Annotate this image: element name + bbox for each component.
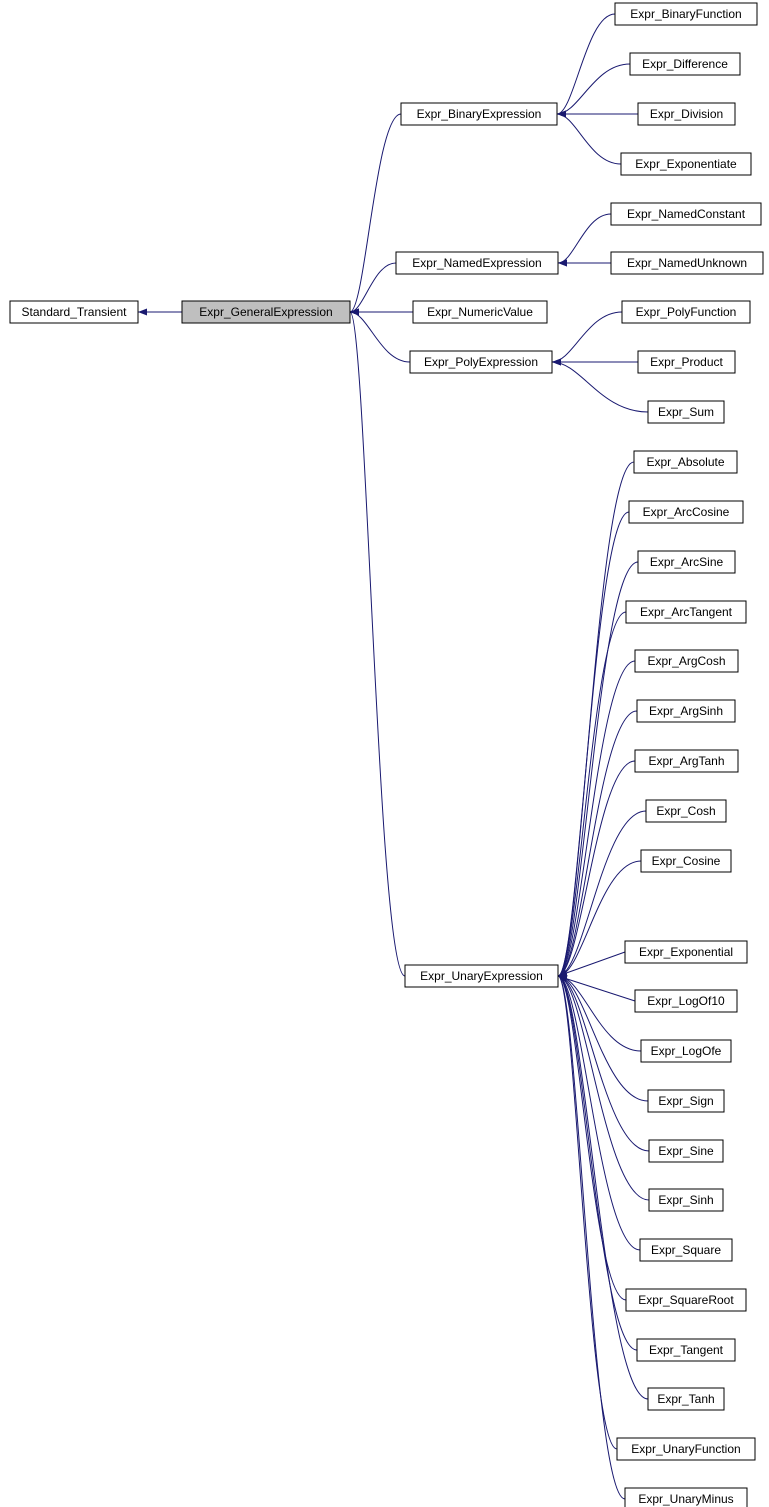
edge [557,64,630,114]
node-label: Expr_ArcCosine [643,505,730,519]
class-node[interactable]: Expr_GeneralExpression [182,301,350,323]
edge [557,114,621,164]
class-node[interactable]: Expr_ArcCosine [629,501,743,523]
class-node[interactable]: Standard_Transient [10,301,138,323]
node-label: Expr_ArcSine [650,555,724,569]
node-label: Expr_GeneralExpression [199,305,332,319]
edge [350,114,401,312]
edge [350,263,396,312]
node-label: Expr_NumericValue [427,305,533,319]
node-label: Expr_UnaryExpression [420,969,543,983]
node-label: Expr_LogOfe [651,1044,722,1058]
node-label: Expr_NamedUnknown [627,256,747,270]
node-label: Expr_PolyExpression [424,355,538,369]
class-node[interactable]: Expr_Square [640,1239,732,1261]
edge [558,976,617,1449]
class-node[interactable]: Expr_BinaryExpression [401,103,557,125]
class-node[interactable]: Expr_NamedUnknown [611,252,763,274]
class-node[interactable]: Expr_NamedExpression [396,252,558,274]
node-label: Expr_Sinh [658,1193,713,1207]
edge [558,214,611,263]
edge [558,562,638,976]
class-node[interactable]: Expr_Difference [630,53,740,75]
class-node[interactable]: Expr_LogOf10 [635,990,737,1012]
class-node[interactable]: Expr_Absolute [634,451,737,473]
nodes: Standard_Transient Expr_GeneralExpression… [10,3,763,1507]
class-node[interactable]: Expr_SquareRoot [626,1289,746,1311]
class-node[interactable]: Expr_Sum [648,401,724,423]
node-label: Expr_ArgTanh [648,754,724,768]
class-node[interactable]: Expr_ArgCosh [635,650,738,672]
node-label: Expr_NamedConstant [627,207,746,221]
edge [552,362,648,412]
class-node[interactable]: Expr_NumericValue [413,301,547,323]
node-label: Expr_Sign [658,1094,713,1108]
class-node[interactable]: Expr_Sine [649,1140,723,1162]
node-label: Expr_UnaryMinus [638,1492,733,1506]
node-label: Expr_PolyFunction [636,305,737,319]
class-node[interactable]: Expr_Cosh [646,800,726,822]
class-node[interactable]: Expr_Tanh [648,1388,724,1410]
class-node[interactable]: Expr_LogOfe [641,1040,731,1062]
node-label: Expr_Cosine [652,854,721,868]
node-label: Expr_SquareRoot [638,1293,734,1307]
class-node[interactable]: Expr_ArgSinh [637,700,735,722]
edge [558,976,625,1499]
class-node[interactable]: Expr_UnaryFunction [617,1438,755,1460]
class-node[interactable]: Expr_Tangent [637,1339,735,1361]
node-label: Expr_BinaryExpression [417,107,542,121]
node-label: Expr_Tangent [649,1343,724,1357]
class-node[interactable]: Expr_PolyExpression [410,351,552,373]
class-node[interactable]: Expr_UnaryMinus [625,1488,747,1507]
class-node[interactable]: Expr_Sign [648,1090,724,1112]
node-label: Expr_Tanh [657,1392,714,1406]
class-node[interactable]: Expr_ArgTanh [635,750,738,772]
class-node[interactable]: Expr_ArcTangent [626,601,746,623]
node-label: Expr_Square [651,1243,721,1257]
edge [558,512,629,976]
node-label: Expr_NamedExpression [412,256,541,270]
edges [138,14,649,1499]
edge [557,14,615,114]
node-label: Expr_BinaryFunction [630,7,741,21]
node-label: Expr_Cosh [656,804,715,818]
node-label: Expr_ArgSinh [649,704,723,718]
class-node[interactable]: Expr_Product [638,351,735,373]
class-node[interactable]: Expr_Exponential [625,941,747,963]
node-label: Expr_Sine [658,1144,714,1158]
class-node[interactable]: Expr_Exponentiate [621,153,751,175]
node-label: Expr_Exponentiate [635,157,737,171]
edge [350,312,410,362]
node-label: Expr_LogOf10 [647,994,725,1008]
class-hierarchy-diagram: Standard_Transient Expr_GeneralExpression… [0,0,769,1507]
class-node[interactable]: Expr_Division [638,103,735,125]
class-node[interactable]: Expr_Cosine [641,850,731,872]
node-label: Expr_ArgCosh [647,654,725,668]
class-node[interactable]: Expr_PolyFunction [622,301,750,323]
class-node[interactable]: Expr_NamedConstant [611,203,761,225]
class-node[interactable]: Expr_BinaryFunction [615,3,757,25]
node-label: Expr_UnaryFunction [631,1442,740,1456]
node-label: Expr_Difference [642,57,728,71]
edge [558,976,648,1399]
node-label: Expr_Absolute [646,455,724,469]
edge [552,312,622,362]
node-label: Expr_Division [650,107,723,121]
class-node[interactable]: Expr_UnaryExpression [405,965,558,987]
edge [350,312,405,976]
node-label: Expr_Product [650,355,723,369]
class-node[interactable]: Expr_Sinh [649,1189,723,1211]
node-label: Expr_ArcTangent [640,605,733,619]
node-label: Expr_Sum [658,405,714,419]
node-label: Expr_Exponential [639,945,733,959]
node-label: Standard_Transient [22,305,128,319]
class-node[interactable]: Expr_ArcSine [638,551,735,573]
